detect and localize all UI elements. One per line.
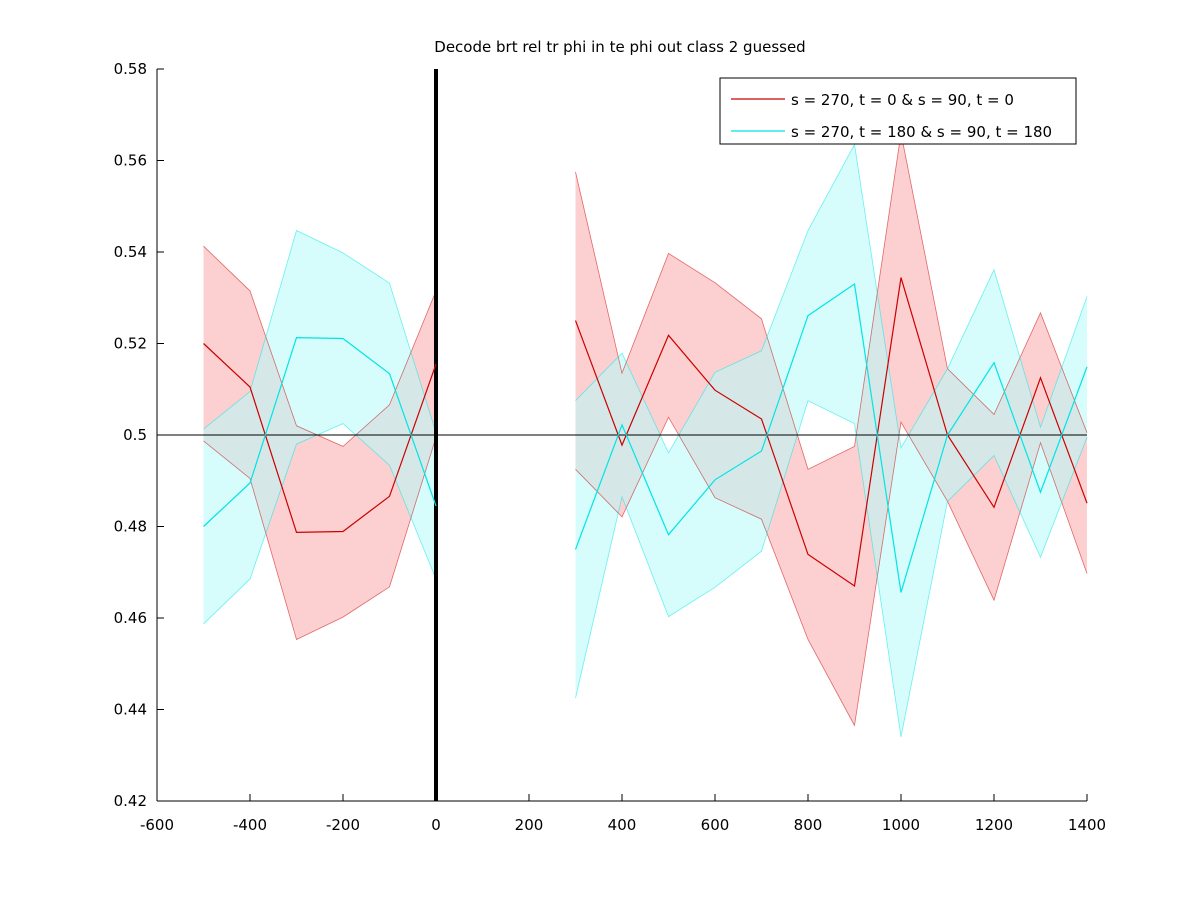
series-lines bbox=[203, 277, 1088, 593]
x-tick-label: 400 bbox=[608, 816, 637, 834]
x-tick-label: 200 bbox=[515, 816, 544, 834]
legend-label-series-1: s = 270, t = 0 & s = 90, t = 0 bbox=[791, 91, 1014, 109]
confidence-band-edges bbox=[203, 133, 1088, 737]
y-tick-label: 0.44 bbox=[114, 701, 147, 719]
x-tick-label: 800 bbox=[794, 816, 823, 834]
confidence-band-series-1-segment-1 bbox=[203, 246, 436, 640]
x-tick-label: 0 bbox=[431, 816, 441, 834]
band-upper-edge-series-2-segment-2 bbox=[575, 143, 1088, 454]
reference-lines bbox=[157, 69, 1087, 801]
band-lower-edge-series-1-segment-1 bbox=[203, 437, 437, 641]
chart-title: Decode brt rel tr phi in te phi out clas… bbox=[434, 38, 805, 56]
series-line-2-segment-1 bbox=[203, 336, 437, 527]
series-line-1-segment-1 bbox=[203, 343, 437, 534]
y-tick-label: 0.58 bbox=[114, 60, 147, 78]
band-upper-edge-series-1-segment-1 bbox=[203, 245, 437, 447]
x-tick-label: -200 bbox=[326, 816, 360, 834]
y-tick-label: 0.42 bbox=[114, 792, 147, 810]
series-line-1-segment-2 bbox=[574, 277, 1088, 588]
band-lower-edge-series-1-segment-2 bbox=[575, 416, 1088, 727]
band-lower-edge-series-2-segment-2 bbox=[575, 400, 1088, 737]
band-upper-edge-series-2-segment-1 bbox=[203, 229, 437, 433]
confidence-band-series-2-segment-1 bbox=[203, 230, 436, 624]
y-tick-label: 0.54 bbox=[114, 243, 147, 261]
legend: s = 270, t = 0 & s = 90, t = 0 s = 270, t… bbox=[719, 77, 1077, 145]
y-tick-label: 0.52 bbox=[114, 335, 147, 353]
x-tick-label: 600 bbox=[701, 816, 730, 834]
band-upper-edge-series-1-segment-2 bbox=[575, 133, 1088, 470]
confidence-band-series-2-segment-2 bbox=[575, 144, 1087, 737]
y-tick-label: 0.56 bbox=[114, 152, 147, 170]
band-lower-edge-series-2-segment-1 bbox=[203, 423, 437, 625]
confidence-band-series-1-segment-2 bbox=[575, 133, 1087, 726]
legend-box bbox=[719, 77, 1077, 145]
legend-label-series-2: s = 270, t = 180 & s = 90, t = 180 bbox=[791, 123, 1052, 141]
x-tick-label: 1000 bbox=[882, 816, 920, 834]
y-tick-label: 0.46 bbox=[114, 609, 147, 627]
axes: -600 -400 -200 0 200 400 600 800 1000 1200 1400 0.4… bbox=[114, 60, 1107, 834]
y-tick-label: 0.48 bbox=[114, 518, 147, 536]
confidence-bands bbox=[203, 133, 1087, 737]
y-tick-label: 0.5 bbox=[123, 426, 147, 444]
series-line-2-segment-2 bbox=[574, 282, 1088, 593]
x-tick-label: -400 bbox=[233, 816, 267, 834]
x-tick-label: 1200 bbox=[975, 816, 1013, 834]
x-tick-label: -600 bbox=[140, 816, 174, 834]
x-tick-label: 1400 bbox=[1068, 816, 1106, 834]
